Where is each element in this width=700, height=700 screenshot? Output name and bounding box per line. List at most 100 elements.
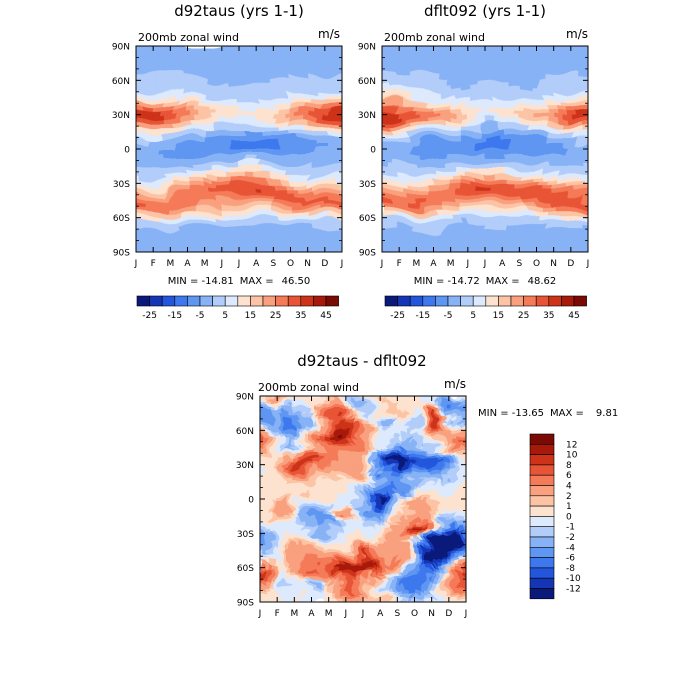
contour-cell [283, 131, 289, 137]
contour-cell [317, 59, 323, 65]
contour-cell [145, 216, 152, 222]
contour-cell [401, 63, 408, 69]
contour-cell [514, 184, 520, 190]
contour-cell [155, 180, 162, 186]
contour-cell [234, 108, 240, 114]
contour-cell [583, 184, 588, 190]
contour-cell [214, 54, 220, 61]
contour-cell [165, 166, 171, 172]
contour-cell [322, 207, 328, 213]
contour-cell [426, 238, 432, 244]
contour-cell [426, 211, 432, 217]
contour-cell [292, 113, 299, 119]
contour-cell [465, 220, 471, 226]
contour-cell [136, 198, 142, 204]
contour-cell [239, 184, 245, 190]
contour-cell [519, 117, 525, 123]
contour-cell [140, 234, 147, 240]
contour-cell [588, 243, 594, 248]
contour-cell [354, 427, 360, 433]
contour-cell [553, 166, 560, 172]
contour-cell [583, 247, 588, 252]
contour-cell [421, 153, 427, 159]
contour-cell [234, 211, 240, 217]
contour-cell [435, 180, 442, 186]
contour-cell [283, 104, 289, 110]
contour-cell [332, 149, 338, 155]
contour-cell [322, 54, 328, 61]
contour-cell [558, 175, 565, 181]
contour-cell [204, 225, 211, 231]
contour-cell [285, 431, 291, 437]
contour-cell [268, 99, 274, 105]
contour-cell [165, 131, 171, 137]
contour-cell [322, 175, 328, 181]
contour-cell [363, 399, 368, 405]
contour-cell [534, 216, 540, 222]
contour-cell [465, 81, 471, 87]
contour-cell [423, 399, 428, 405]
contour-cell [332, 431, 338, 437]
contour-cell [263, 140, 270, 146]
contour-cell [406, 54, 413, 61]
contour-cell [421, 104, 427, 110]
contour-cell [416, 202, 422, 208]
contour-cell [160, 99, 167, 105]
contour-cell [444, 423, 450, 429]
contour-cell [538, 59, 545, 65]
contour-cell [524, 140, 530, 146]
contour-cell [278, 63, 284, 69]
contour-cell [342, 127, 348, 132]
contour-cell [185, 189, 191, 195]
contour-cell [288, 180, 294, 186]
contour-cell [350, 411, 356, 417]
contour-cell [558, 113, 565, 119]
contour-cell [440, 63, 447, 69]
contour-cell [253, 149, 260, 155]
contour-cell [248, 50, 255, 56]
contour-cell [538, 216, 545, 222]
contour-cell [568, 252, 574, 257]
contour-cell [293, 252, 299, 257]
contour-cell [489, 184, 496, 190]
contour-cell [583, 198, 588, 204]
contour-cell [416, 166, 422, 172]
contour-cell [292, 46, 299, 52]
contour-cell [406, 59, 413, 65]
contour-cell [283, 126, 289, 132]
contour-cell [465, 234, 471, 240]
contour-cell [307, 247, 314, 252]
contour-cell [358, 407, 364, 413]
contour-cell [406, 216, 413, 222]
contour-cell [475, 50, 481, 56]
contour-cell [563, 238, 569, 244]
contour-cell [514, 131, 520, 137]
contour-cell [386, 144, 393, 150]
contour-cell [529, 117, 535, 123]
contour-cell [509, 122, 516, 128]
contour-cell [568, 229, 574, 235]
contour-cell [583, 50, 588, 56]
contour-cell [460, 77, 466, 83]
contour-cell [145, 126, 152, 132]
contour-cell [145, 225, 152, 231]
contour-cell [322, 184, 328, 190]
contour-cell [386, 216, 393, 222]
contour-cell [529, 198, 535, 204]
contour-cell [450, 162, 457, 168]
contour-cell [258, 81, 265, 87]
contour-cell [573, 180, 579, 186]
contour-cell [136, 46, 142, 52]
contour-cell [485, 46, 491, 52]
contour-cell [155, 171, 162, 177]
contour-cell [538, 99, 545, 105]
contour-cell [514, 46, 520, 52]
contour-cell [558, 198, 565, 204]
contour-cell [145, 184, 152, 190]
contour-cell [224, 193, 230, 199]
contour-cell [234, 63, 240, 69]
contour-cell [140, 54, 147, 61]
contour-cell [189, 90, 196, 96]
contour-cell [258, 72, 265, 78]
